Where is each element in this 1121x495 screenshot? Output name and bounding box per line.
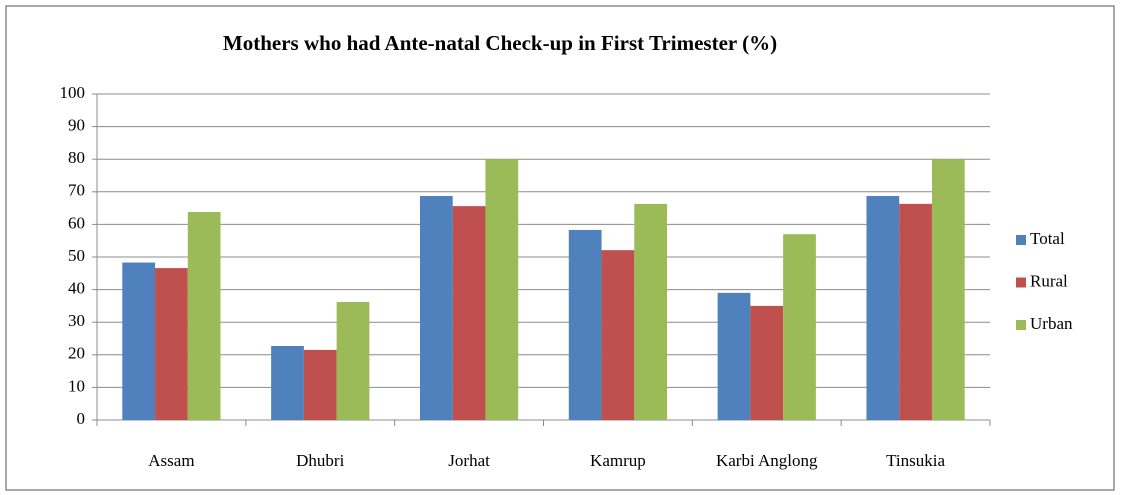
bar — [419, 196, 453, 420]
bar — [155, 268, 188, 420]
y-tick-label: 80 — [68, 148, 85, 167]
bar — [187, 212, 221, 420]
x-tick-label: Jorhat — [448, 451, 490, 470]
bar — [452, 206, 486, 420]
bar — [601, 250, 635, 420]
y-tick-label: 50 — [68, 246, 85, 265]
bar — [122, 262, 156, 420]
y-tick-label: 60 — [68, 213, 85, 232]
x-tick-label: Assam — [148, 451, 194, 470]
legend-swatch — [1016, 235, 1026, 245]
y-tick-label: 20 — [68, 344, 85, 363]
y-tick-label: 10 — [68, 376, 85, 395]
bar — [271, 345, 304, 420]
legend-swatch — [1016, 277, 1026, 288]
x-tick-label: Dhubri — [296, 451, 344, 470]
x-tick-label: Tinsukia — [886, 451, 945, 470]
x-tick-label: Kamrup — [590, 451, 646, 470]
chart-title: Mothers who had Ante-natal Check-up in F… — [223, 31, 777, 55]
y-tick-label: 90 — [68, 116, 85, 135]
y-tick-label: 40 — [68, 279, 85, 298]
x-tick-label: Karbi Anglong — [716, 451, 818, 470]
bar — [931, 159, 965, 420]
y-tick-label: 70 — [68, 181, 85, 200]
legend-label: Total — [1030, 229, 1065, 248]
bar — [750, 305, 784, 420]
bar — [717, 292, 751, 420]
bar — [336, 301, 370, 420]
y-tick-label: 0 — [77, 409, 86, 428]
y-tick-label: 100 — [60, 83, 86, 102]
legend-label: Rural — [1030, 271, 1068, 290]
bar — [634, 203, 668, 420]
bar — [303, 349, 337, 420]
y-tick-label: 30 — [68, 311, 85, 330]
bar — [899, 203, 932, 420]
bar — [568, 229, 602, 420]
bar — [783, 234, 816, 420]
legend-swatch — [1016, 320, 1026, 330]
legend-label: Urban — [1030, 314, 1073, 333]
bar — [866, 196, 900, 420]
bar — [485, 159, 519, 420]
